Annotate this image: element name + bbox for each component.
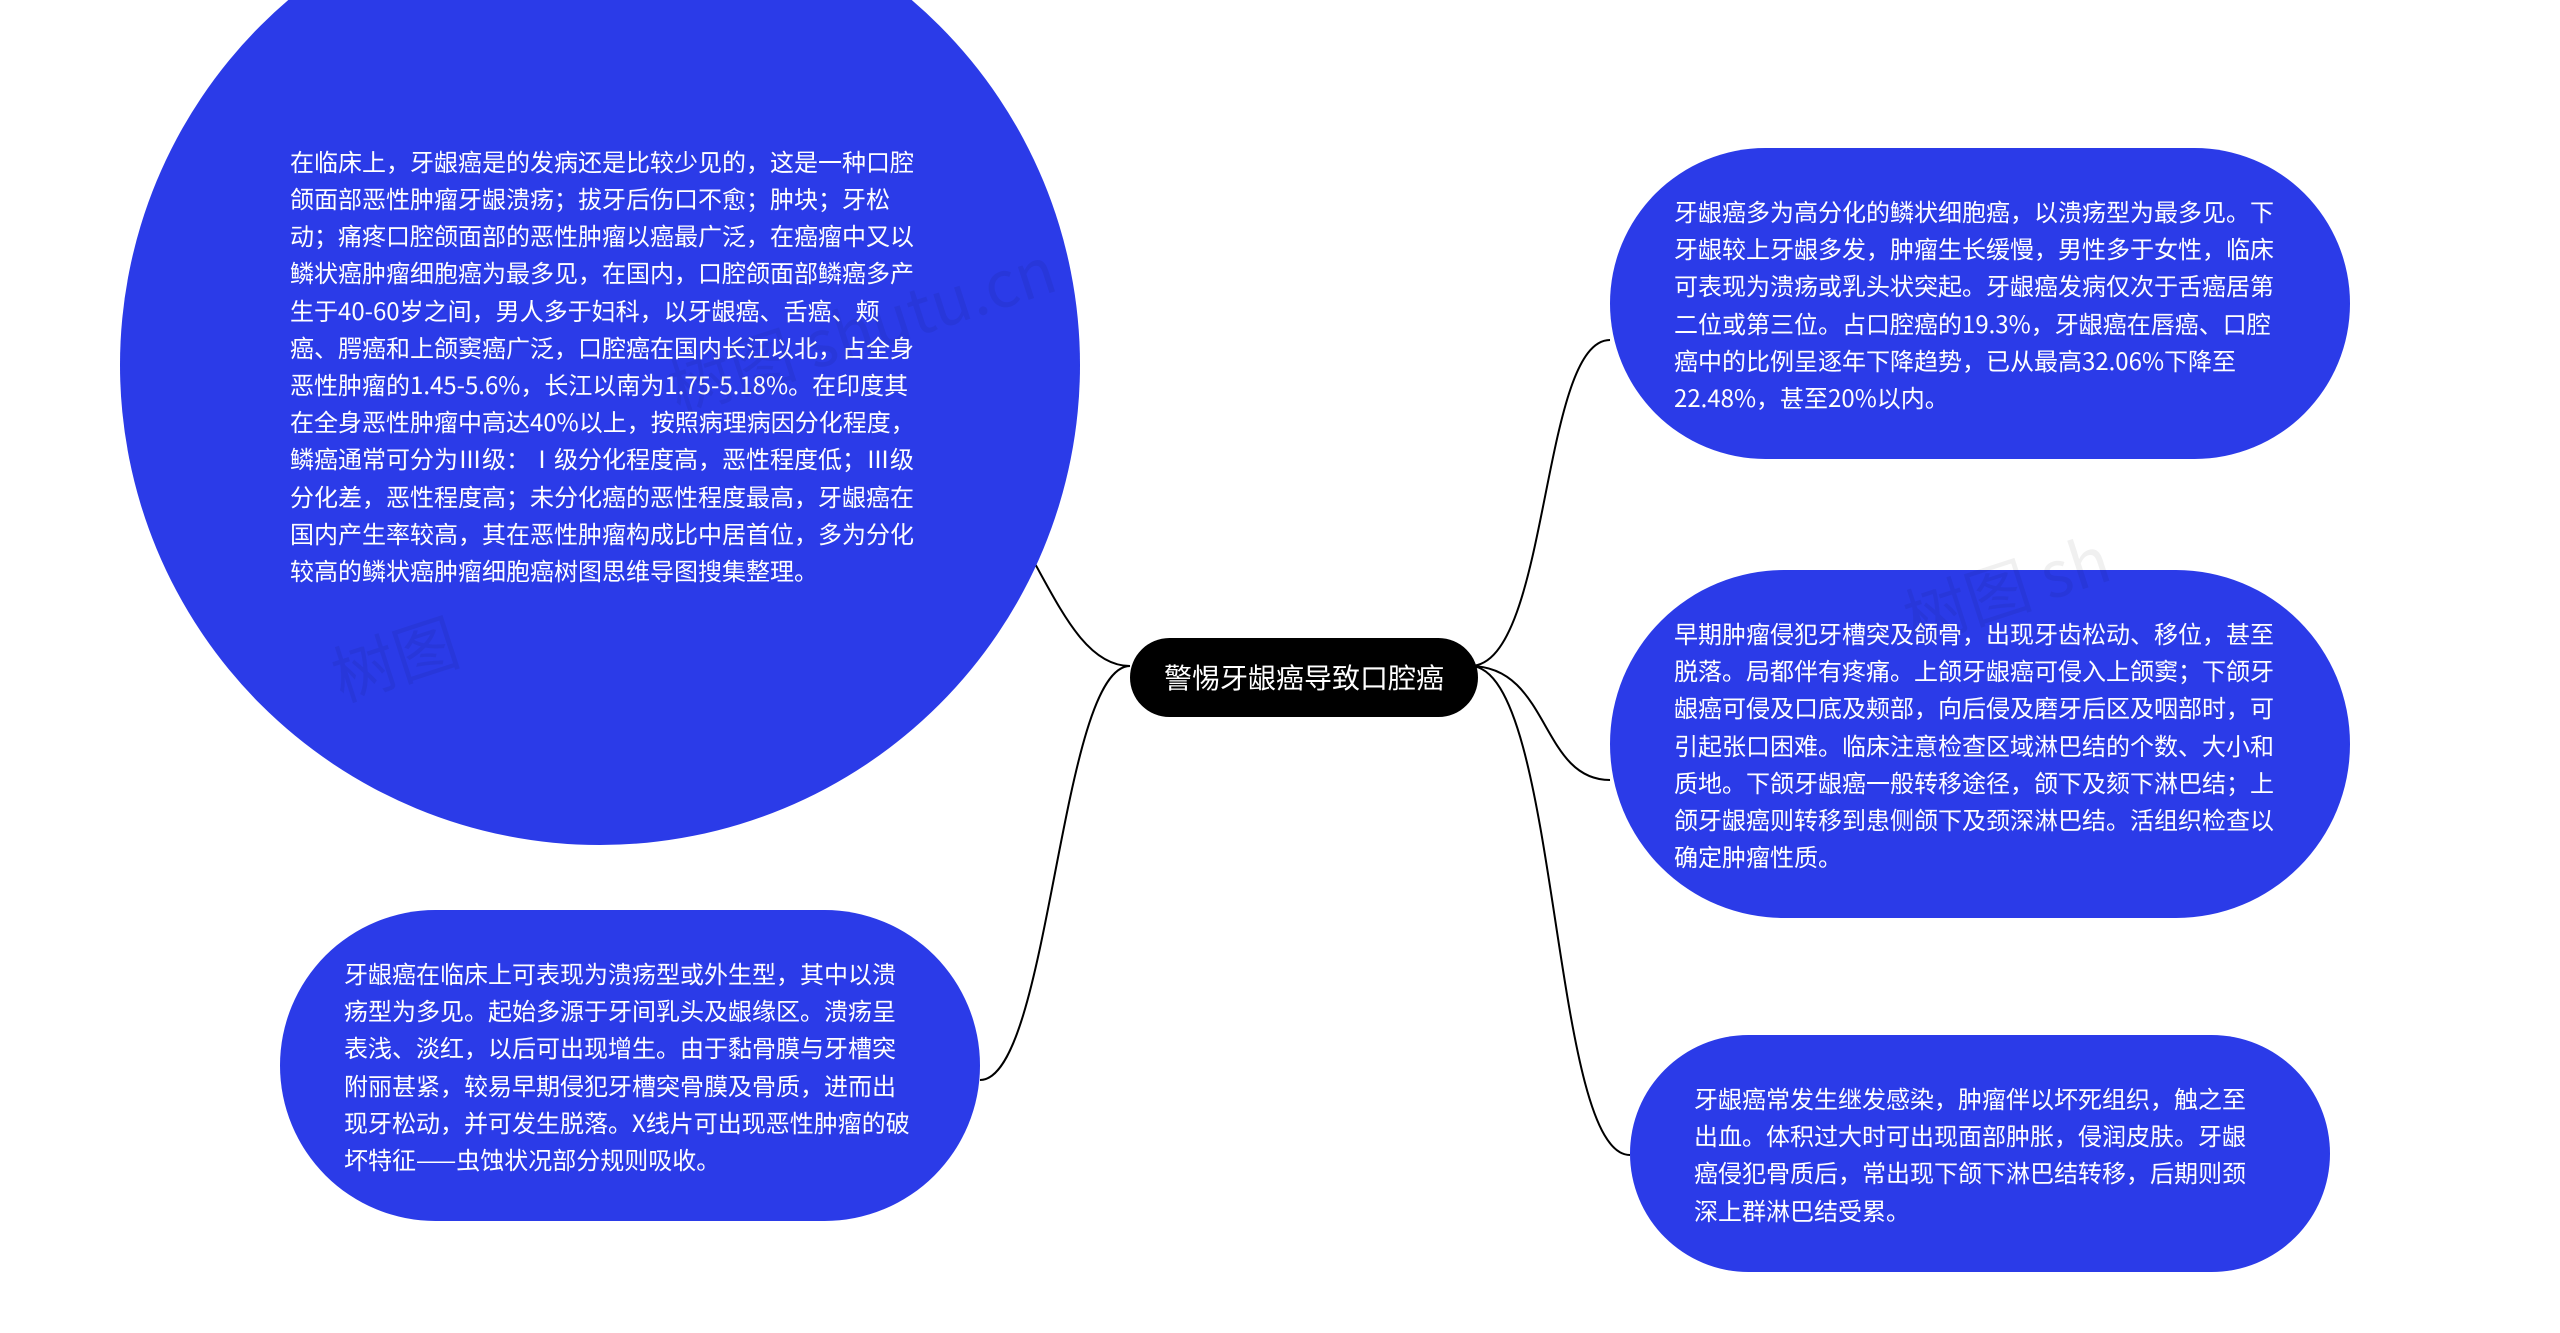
node-right-top[interactable]: 牙龈癌多为高分化的鳞状细胞癌，以溃疡型为最多见。下牙龈较上牙龈多发，肿瘤生长缓慢… [1610,148,2350,459]
node-right-middle[interactable]: 早期肿瘤侵犯牙槽突及颌骨，出现牙齿松动、移位，甚至脱落。局都伴有疼痛。上颌牙龈癌… [1610,570,2350,918]
edge [1470,666,1630,1155]
node-left-bottom-text: 牙龈癌在临床上可表现为溃疡型或外生型，其中以溃疡型为多见。起始多源于牙间乳头及龈… [344,954,916,1177]
node-right-bottom[interactable]: 牙龈癌常发生继发感染，肿瘤伴以坏死组织，触之至出血。体积过大时可出现面部肿胀，侵… [1630,1035,2330,1272]
node-left-bottom[interactable]: 牙龈癌在临床上可表现为溃疡型或外生型，其中以溃疡型为多见。起始多源于牙间乳头及龈… [280,910,980,1221]
node-left-top[interactable]: 在临床上，牙龈癌是的发病还是比较少见的，这是一种口腔颌面部恶性肿瘤牙龈溃疡；拔牙… [120,0,1080,845]
edge [1470,666,1610,780]
center-node[interactable]: 警惕牙龈癌导致口腔癌 [1130,638,1478,717]
edge [1470,340,1610,666]
edge [980,666,1130,1080]
center-label: 警惕牙龈癌导致口腔癌 [1164,657,1444,697]
node-right-bottom-text: 牙龈癌常发生继发感染，肿瘤伴以坏死组织，触之至出血。体积过大时可出现面部肿胀，侵… [1694,1079,2266,1228]
node-right-top-text: 牙龈癌多为高分化的鳞状细胞癌，以溃疡型为最多见。下牙龈较上牙龈多发，肿瘤生长缓慢… [1674,192,2286,415]
node-right-middle-text: 早期肿瘤侵犯牙槽突及颌骨，出现牙齿松动、移位，甚至脱落。局都伴有疼痛。上颌牙龈癌… [1674,614,2286,874]
node-left-top-text: 在临床上，牙龈癌是的发病还是比较少见的，这是一种口腔颌面部恶性肿瘤牙龈溃疡；拔牙… [290,142,920,588]
